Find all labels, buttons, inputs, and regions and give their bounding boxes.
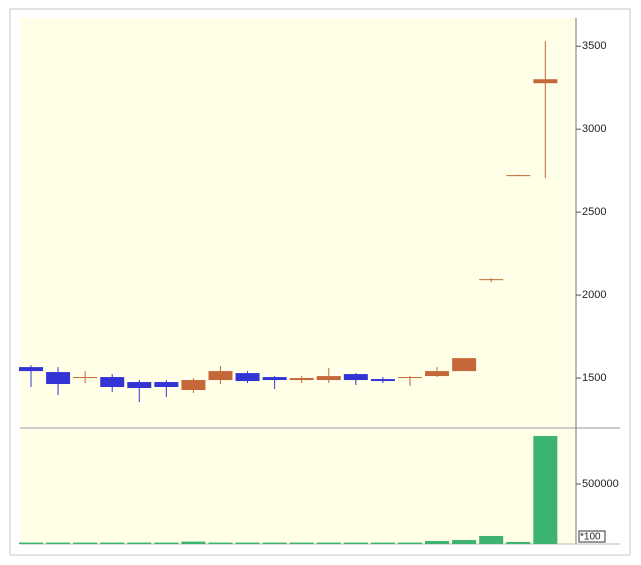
candle-body <box>127 382 152 389</box>
volume-bar <box>533 436 558 544</box>
y-tick-label: 2000 <box>582 289 606 301</box>
candle-body <box>100 377 125 388</box>
volume-bar <box>506 541 531 544</box>
price-panel <box>20 18 576 427</box>
y-tick-label: 500000 <box>582 478 619 490</box>
volume-bar <box>370 542 395 544</box>
volume-bar <box>425 541 450 544</box>
candle-body <box>506 175 531 177</box>
volume-bar <box>127 542 152 544</box>
volume-bar <box>181 541 206 544</box>
volume-panel <box>20 429 576 544</box>
candle-body <box>289 378 314 381</box>
volume-bar <box>100 542 125 544</box>
y-tick-label: 1500 <box>582 372 606 384</box>
volume-bar <box>235 542 260 544</box>
candle-body <box>262 377 287 381</box>
candle-body <box>154 382 179 388</box>
volume-bar <box>452 540 477 544</box>
candle-body <box>181 380 206 390</box>
candle-body <box>208 371 233 381</box>
candle-body <box>452 358 477 372</box>
y-tick-label: 3500 <box>582 40 606 52</box>
volume-bar <box>262 542 287 544</box>
candle-body <box>19 367 43 372</box>
candle-body <box>397 377 422 379</box>
candle-body <box>479 279 504 281</box>
candle-body <box>46 372 71 385</box>
y-tick-label: 2500 <box>582 206 606 218</box>
candle-body <box>370 379 395 382</box>
candle-body <box>316 376 341 381</box>
candle-body <box>343 374 368 381</box>
volume-bar <box>343 542 368 544</box>
volume-bar <box>316 542 341 544</box>
y-tick-label: 3000 <box>582 123 606 135</box>
volume-bar <box>289 542 314 544</box>
volume-bar <box>46 542 71 544</box>
volume-bar <box>479 535 504 544</box>
volume-bar <box>208 542 233 544</box>
annotation: *100 <box>580 532 601 543</box>
annotation-box <box>578 530 606 543</box>
candle-body <box>73 377 98 379</box>
volume-bar <box>397 542 422 544</box>
candle-body <box>235 373 260 382</box>
candle-body <box>425 371 450 377</box>
volume-bar <box>19 542 43 544</box>
volume-bar <box>73 542 98 544</box>
volume-bar <box>154 542 179 544</box>
candle-body <box>533 79 558 84</box>
